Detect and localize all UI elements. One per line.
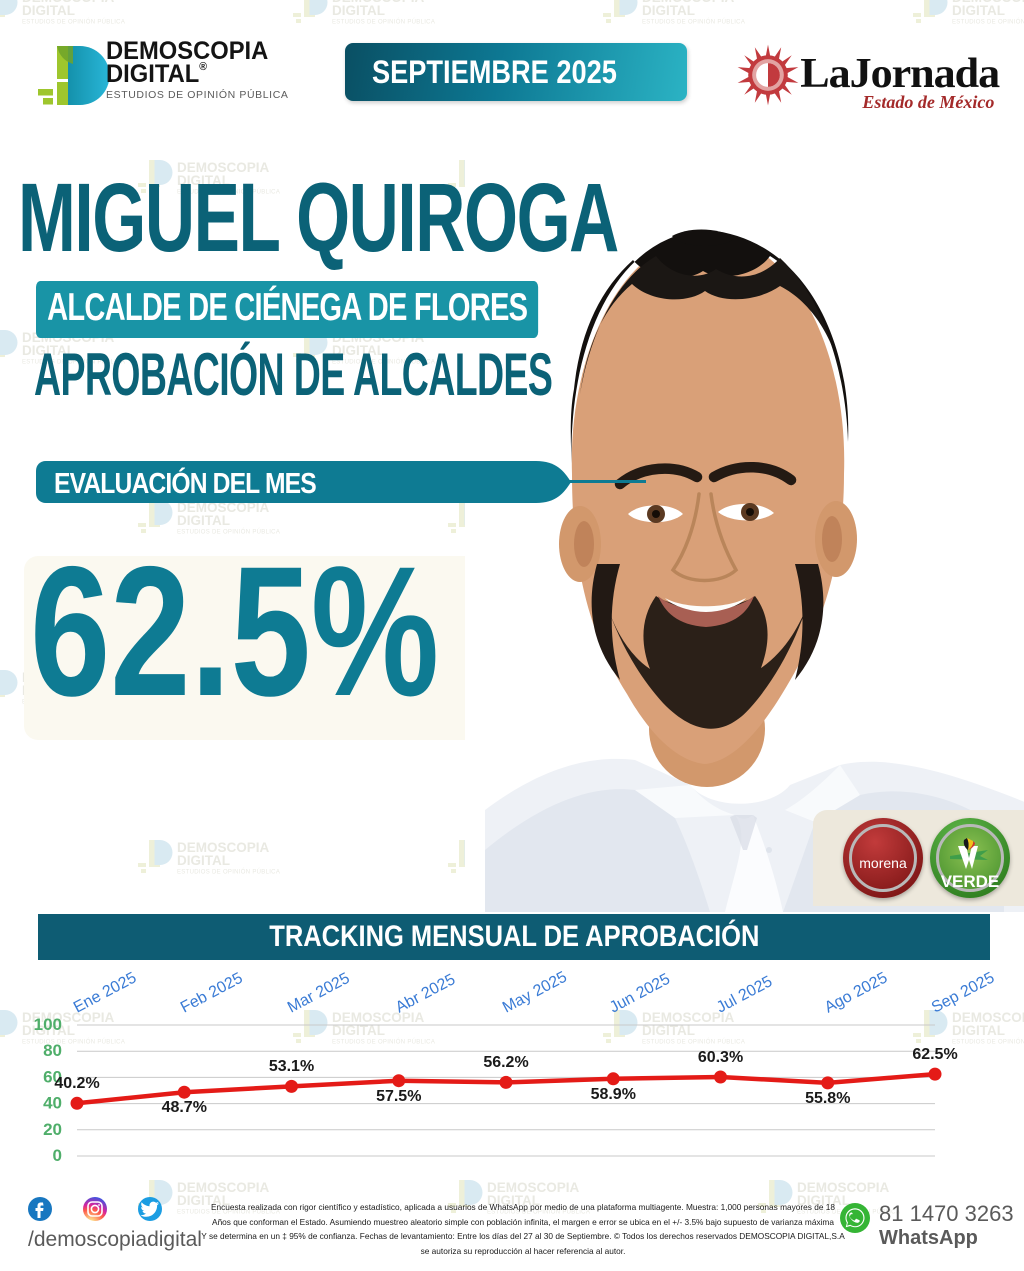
svg-text:Ago 2025: Ago 2025 — [822, 969, 891, 1016]
svg-text:80: 80 — [43, 1041, 62, 1060]
svg-text:58.9%: 58.9% — [591, 1086, 636, 1103]
svg-text:56.2%: 56.2% — [483, 1054, 528, 1071]
svg-text:55.8%: 55.8% — [805, 1090, 850, 1107]
svg-text:40: 40 — [43, 1094, 62, 1113]
svg-text:57.5%: 57.5% — [376, 1088, 421, 1105]
svg-text:100: 100 — [34, 1015, 62, 1034]
svg-text:Jul 2025: Jul 2025 — [714, 973, 775, 1016]
svg-text:Sep 2025: Sep 2025 — [929, 969, 998, 1016]
svg-text:48.7%: 48.7% — [162, 1099, 207, 1116]
svg-text:40.2%: 40.2% — [54, 1075, 99, 1092]
svg-text:Mar 2025: Mar 2025 — [285, 970, 353, 1017]
svg-text:Feb 2025: Feb 2025 — [178, 970, 246, 1017]
svg-text:60.3%: 60.3% — [698, 1049, 743, 1066]
svg-text:May 2025: May 2025 — [500, 968, 570, 1016]
svg-text:0: 0 — [53, 1146, 62, 1165]
svg-text:62.5%: 62.5% — [912, 1046, 957, 1063]
svg-text:Abr 2025: Abr 2025 — [393, 971, 458, 1017]
svg-text:Jun 2025: Jun 2025 — [607, 971, 673, 1017]
svg-text:53.1%: 53.1% — [269, 1058, 314, 1075]
svg-text:20: 20 — [43, 1120, 62, 1139]
svg-text:Ene 2025: Ene 2025 — [71, 969, 140, 1016]
